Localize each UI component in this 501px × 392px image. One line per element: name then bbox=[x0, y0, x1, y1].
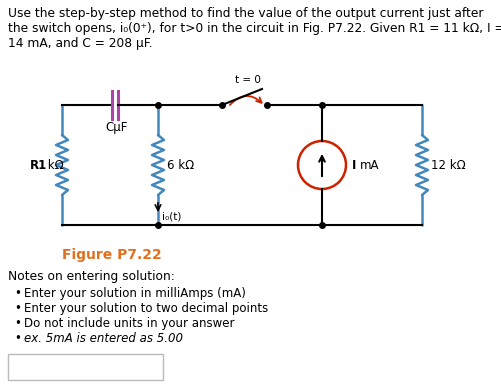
FancyArrowPatch shape bbox=[229, 96, 261, 105]
FancyBboxPatch shape bbox=[8, 354, 163, 380]
Text: kΩ: kΩ bbox=[44, 158, 64, 172]
Text: 6 kΩ: 6 kΩ bbox=[167, 158, 194, 172]
Text: •: • bbox=[14, 302, 21, 315]
Text: •: • bbox=[14, 332, 21, 345]
Text: 12 kΩ: 12 kΩ bbox=[430, 158, 465, 172]
Text: i₀(t): i₀(t) bbox=[162, 211, 181, 221]
Text: •: • bbox=[14, 317, 21, 330]
Text: •: • bbox=[14, 287, 21, 300]
Text: 14 mA, and C = 208 μF.: 14 mA, and C = 208 μF. bbox=[8, 37, 152, 50]
Text: I: I bbox=[351, 158, 356, 172]
Text: Do not include units in your answer: Do not include units in your answer bbox=[24, 317, 234, 330]
Text: ex. 5mA is entered as 5.00: ex. 5mA is entered as 5.00 bbox=[24, 332, 183, 345]
Text: Enter your solution to two decimal points: Enter your solution to two decimal point… bbox=[24, 302, 268, 315]
Text: Enter your solution in milliAmps (mA): Enter your solution in milliAmps (mA) bbox=[24, 287, 245, 300]
Text: Figure P7.22: Figure P7.22 bbox=[62, 248, 161, 262]
Text: Notes on entering solution:: Notes on entering solution: bbox=[8, 270, 174, 283]
Text: Use the step-by-step method to find the value of the output current just after: Use the step-by-step method to find the … bbox=[8, 7, 482, 20]
Text: CμF: CμF bbox=[106, 121, 128, 134]
Text: t = 0: t = 0 bbox=[234, 75, 260, 85]
Text: mA: mA bbox=[359, 158, 379, 172]
Text: R1: R1 bbox=[30, 158, 47, 172]
Text: the switch opens, i₀(0⁺), for t>0 in the circuit in Fig. P7.22. Given R1 = 11 kΩ: the switch opens, i₀(0⁺), for t>0 in the… bbox=[8, 22, 501, 35]
